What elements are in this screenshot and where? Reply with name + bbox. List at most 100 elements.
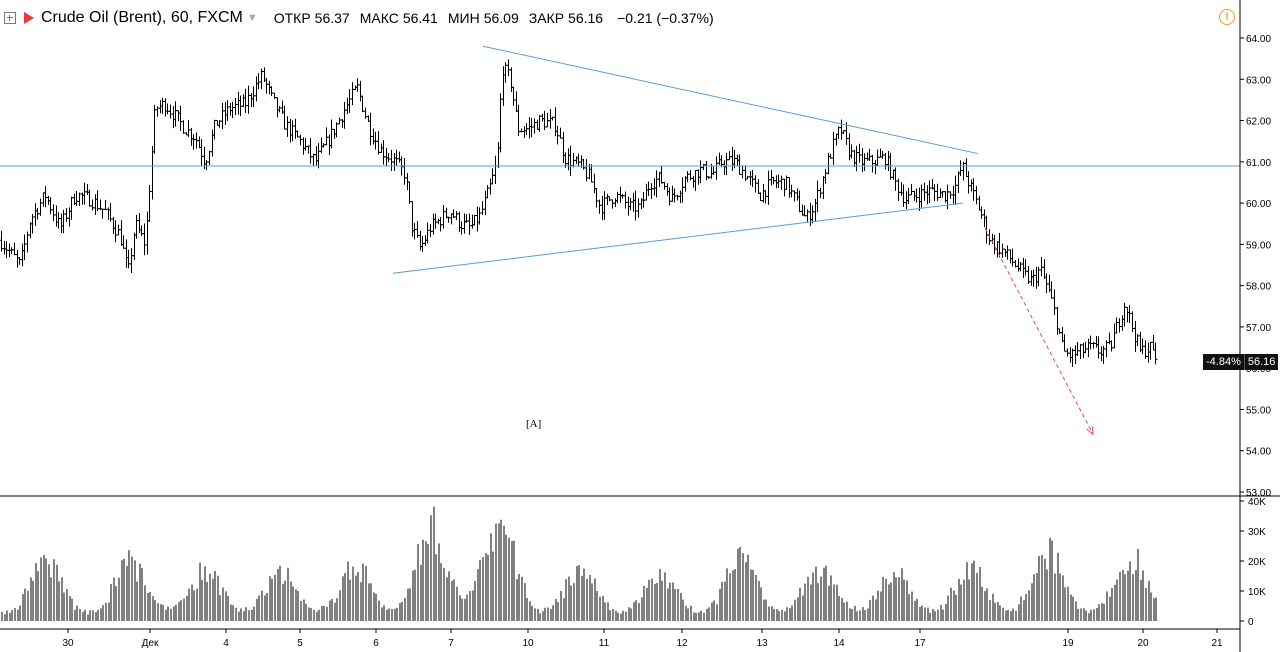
volume-bar bbox=[1119, 571, 1121, 621]
ohlc-bar bbox=[171, 106, 176, 129]
volume-bar bbox=[1116, 579, 1118, 621]
volume-bar bbox=[750, 569, 752, 621]
volume-bar bbox=[989, 599, 991, 621]
volume-bar bbox=[986, 588, 988, 621]
ohlc-bar bbox=[410, 201, 415, 237]
volume-bar bbox=[375, 593, 377, 621]
ohlc-bar bbox=[935, 183, 940, 201]
volume-bar bbox=[1127, 570, 1129, 621]
chevron-down-icon[interactable]: ▼ bbox=[246, 12, 258, 24]
volume-bar bbox=[238, 611, 240, 621]
volume-bar bbox=[1137, 549, 1139, 621]
volume-bar bbox=[565, 579, 567, 621]
volume-bar bbox=[204, 566, 206, 621]
ohlc-bar bbox=[384, 147, 389, 167]
volume-bar bbox=[451, 580, 453, 621]
ohlc-bar bbox=[914, 188, 919, 203]
volume-bar bbox=[357, 572, 359, 621]
volume-bar bbox=[911, 591, 913, 621]
volume-bar bbox=[222, 587, 224, 621]
ohlc-bar bbox=[163, 98, 168, 117]
volume-bar bbox=[420, 564, 422, 621]
volume-bar bbox=[329, 600, 331, 621]
ohlc-bar bbox=[958, 160, 963, 176]
volume-bar bbox=[232, 605, 234, 621]
volume-bar bbox=[791, 605, 793, 621]
volume-bar bbox=[765, 599, 767, 621]
volume-bar bbox=[1033, 574, 1035, 621]
volume-bar bbox=[516, 579, 518, 621]
volume-bar bbox=[999, 605, 1001, 621]
ohlc-bar bbox=[311, 153, 316, 167]
volume-bar bbox=[906, 580, 908, 621]
ohlc-bar bbox=[555, 125, 560, 145]
volume-bar bbox=[1114, 584, 1116, 621]
volume-bar bbox=[147, 592, 149, 621]
ohlc-bar bbox=[722, 160, 727, 176]
volume-bar bbox=[581, 575, 583, 621]
volume-bar bbox=[1051, 540, 1053, 621]
volume-bar bbox=[227, 595, 229, 621]
time-tick-label: Дек bbox=[142, 638, 159, 649]
ohlc-bar bbox=[628, 197, 633, 211]
ohlc-bar bbox=[87, 189, 92, 207]
ohlc-bar bbox=[386, 153, 391, 163]
volume-bar bbox=[1129, 561, 1131, 621]
time-tick-label: 6 bbox=[373, 638, 379, 649]
volume-bar bbox=[576, 565, 578, 621]
ohlc-bar bbox=[1070, 348, 1075, 367]
price-tick-label: 64.00 bbox=[1246, 34, 1271, 45]
volume-bar bbox=[1007, 609, 1009, 621]
volume-bar bbox=[531, 605, 533, 621]
ohlc-bar bbox=[919, 184, 924, 208]
volume-bar bbox=[347, 561, 349, 621]
volume-bar bbox=[981, 586, 983, 621]
volume-bar bbox=[430, 515, 432, 621]
volume-bar bbox=[919, 607, 921, 621]
volume-bar bbox=[1010, 611, 1012, 621]
symbol-title[interactable]: Crude Oil (Brent), 60, FXCM bbox=[41, 9, 243, 26]
volume-bar bbox=[893, 572, 895, 621]
volume-bar bbox=[823, 567, 825, 621]
volume-bar bbox=[563, 598, 565, 621]
ohlc-bar bbox=[59, 213, 64, 233]
ohlc-bar bbox=[665, 183, 670, 196]
ohlc-bar bbox=[139, 225, 144, 236]
volume-bar bbox=[1098, 604, 1100, 621]
volume-bar bbox=[1015, 610, 1017, 621]
ohlc-bar bbox=[795, 188, 800, 201]
volume-bar bbox=[1028, 590, 1030, 621]
ohlc-bar bbox=[922, 182, 927, 201]
volume-bar bbox=[19, 605, 21, 621]
volume-bar bbox=[63, 592, 65, 621]
ohlc-bar bbox=[1010, 248, 1015, 267]
ohlc-bar bbox=[134, 214, 139, 239]
badge-separator bbox=[1243, 354, 1245, 370]
volume-bar bbox=[778, 611, 780, 621]
volume-bar bbox=[82, 611, 84, 621]
volume-bar bbox=[1096, 607, 1098, 621]
ohlc-bar bbox=[41, 192, 46, 207]
volume-bar bbox=[336, 598, 338, 621]
volume-bar bbox=[836, 584, 838, 621]
ohlc-bar bbox=[319, 137, 324, 154]
ohlc-bar bbox=[298, 134, 303, 146]
ohlc-bar bbox=[142, 223, 147, 256]
volume-bar bbox=[578, 565, 580, 621]
volume-bar bbox=[833, 584, 835, 621]
ohlc-bar bbox=[886, 150, 891, 172]
expand-icon[interactable] bbox=[4, 12, 16, 24]
volume-bar bbox=[240, 608, 242, 621]
volume-bar bbox=[100, 608, 102, 621]
ohlc-bar bbox=[761, 183, 766, 203]
volume-bar bbox=[617, 612, 619, 621]
volume-bar bbox=[661, 580, 663, 621]
price-tick-label: 57.00 bbox=[1246, 323, 1271, 334]
ohlc-bar bbox=[176, 110, 181, 122]
ohlc-bar bbox=[652, 178, 657, 196]
warning-icon[interactable]: ! bbox=[1219, 9, 1235, 25]
volume-bar bbox=[700, 610, 702, 621]
ohlc-bar bbox=[80, 192, 85, 205]
volume-bar bbox=[89, 610, 91, 621]
